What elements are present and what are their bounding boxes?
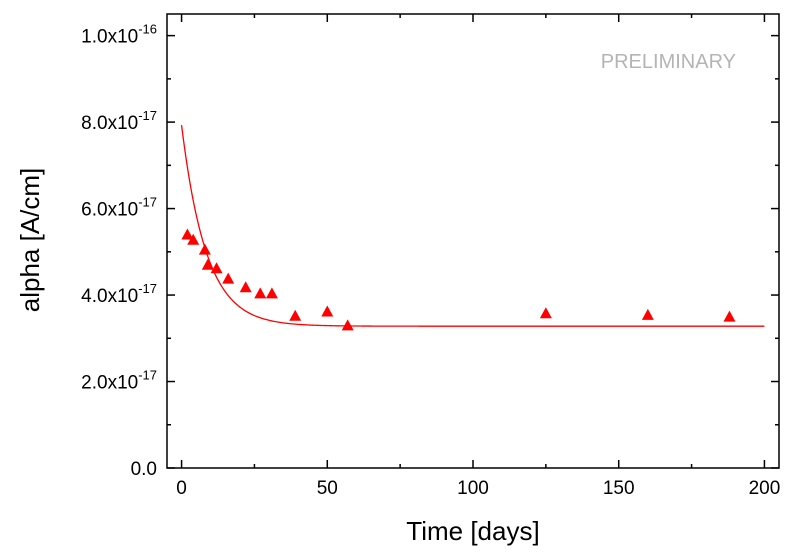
x-axis-title: Time [days] bbox=[406, 516, 539, 546]
data-point bbox=[723, 310, 736, 322]
plot-frame bbox=[166, 13, 780, 469]
y-tick-label: 2.0x10-17 bbox=[81, 368, 157, 394]
data-point bbox=[321, 305, 334, 317]
x-tick-label: 100 bbox=[457, 478, 489, 499]
data-point bbox=[239, 281, 252, 293]
data-point bbox=[181, 228, 194, 240]
data-point bbox=[222, 272, 235, 284]
data-point bbox=[289, 309, 302, 321]
x-axis-ticks: 0 50 100 150 200 bbox=[176, 14, 780, 499]
preliminary-annotation: PRELIMINARY bbox=[601, 51, 736, 73]
y-tick-label: 0.0 bbox=[131, 459, 157, 480]
data-point bbox=[539, 307, 552, 319]
data-point bbox=[210, 262, 223, 274]
y-axis-title: alpha [A/cm] bbox=[15, 168, 45, 313]
fit-curve bbox=[180, 125, 765, 327]
x-tick-label: 50 bbox=[317, 478, 338, 499]
data-point bbox=[641, 308, 654, 320]
x-tick-label: 0 bbox=[176, 478, 187, 499]
data-markers bbox=[181, 228, 736, 331]
data-point bbox=[187, 233, 200, 245]
data-point bbox=[201, 258, 214, 270]
x-tick-label: 150 bbox=[603, 478, 635, 499]
data-point bbox=[265, 287, 278, 299]
data-point bbox=[341, 319, 354, 331]
data-point bbox=[254, 287, 267, 299]
y-tick-label: 8.0x10-17 bbox=[81, 108, 157, 134]
x-tick-label: 200 bbox=[749, 478, 781, 499]
fit-curve-layer bbox=[180, 125, 765, 327]
y-tick-label: 6.0x10-17 bbox=[81, 195, 157, 221]
data-point bbox=[198, 243, 211, 255]
y-axis-ticks: 0.0 2.0x10-17 4.0x10-17 6.0x10-17 8.0x10-17 1… bbox=[81, 22, 779, 480]
y-tick-label: 1.0x10-16 bbox=[81, 22, 157, 48]
y-tick-label: 4.0x10-17 bbox=[81, 281, 157, 307]
